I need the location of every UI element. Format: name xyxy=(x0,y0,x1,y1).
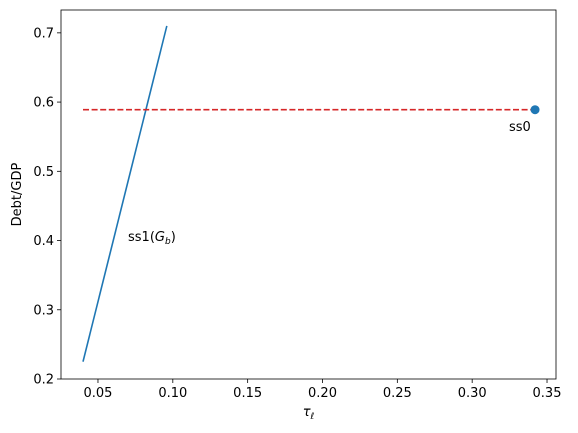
annotation-part: G xyxy=(155,230,165,245)
y-tick-label: 0.2 xyxy=(33,373,54,388)
y-tick-label: 0.6 xyxy=(33,96,54,111)
annotation-part: ) xyxy=(171,230,176,245)
x-tick-label: 0.10 xyxy=(158,386,187,401)
annotation: ss0 xyxy=(509,120,531,135)
y-tick-label: 0.4 xyxy=(33,234,54,249)
y-axis-label: Debt/GDP xyxy=(10,163,25,227)
x-tick-label: 0.35 xyxy=(533,386,562,401)
y-tick-label: 0.5 xyxy=(33,165,54,180)
annotation-part: ss0 xyxy=(509,120,531,135)
x-tick-label: 0.25 xyxy=(383,386,412,401)
y-tick-label: 0.3 xyxy=(33,303,54,318)
line xyxy=(82,25,168,362)
x-tick-label: 0.05 xyxy=(83,386,112,401)
x-tick-label: 0.20 xyxy=(308,386,337,401)
x-axis-label-subscript: ℓ xyxy=(310,412,315,422)
x-axis-label: τℓ xyxy=(303,405,315,422)
x-tick-label: 0.30 xyxy=(458,386,487,401)
plot-frame xyxy=(60,9,557,380)
x-tick-label: 0.15 xyxy=(233,386,262,401)
y-tick-label: 0.7 xyxy=(33,26,54,41)
annotation: ss1(Gb) xyxy=(128,230,176,247)
annotation-part: b xyxy=(165,237,171,247)
x-axis-label-symbol: τ xyxy=(303,405,311,420)
annotation-part: ss1( xyxy=(128,230,155,245)
point xyxy=(530,105,540,115)
